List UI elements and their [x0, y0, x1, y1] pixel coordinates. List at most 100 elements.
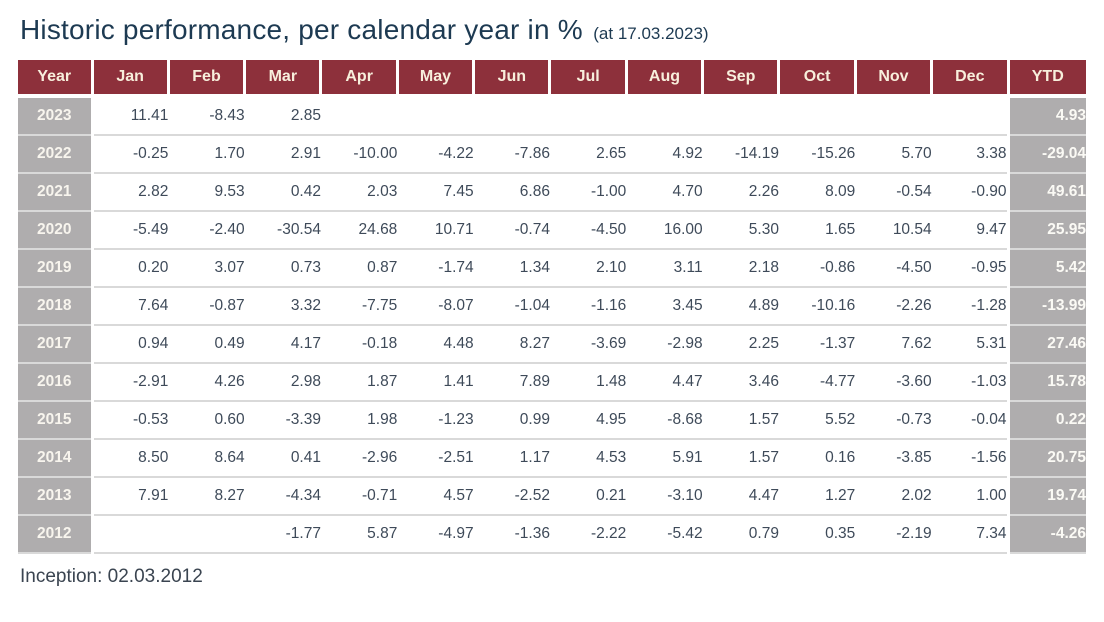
ytd-value-cell: 19.74 — [1006, 477, 1086, 516]
ytd-value-cell: 15.78 — [1006, 363, 1086, 402]
month-value-cell: -0.86 — [778, 249, 856, 288]
year-cell: 2021 — [18, 173, 94, 212]
month-value-cell: 3.32 — [244, 287, 321, 326]
column-header-may: May — [397, 60, 476, 98]
month-value-cell: 1.57 — [702, 439, 779, 478]
month-value-cell — [702, 96, 779, 136]
month-value-cell: 2.26 — [702, 173, 779, 212]
column-header-jan: Jan — [92, 60, 170, 98]
month-value-cell: 4.89 — [702, 287, 779, 326]
month-value-cell: 10.71 — [397, 211, 474, 250]
month-value-cell: -4.97 — [397, 515, 474, 554]
month-value-cell: 10.54 — [855, 211, 932, 250]
month-value-cell: 0.20 — [92, 249, 169, 288]
year-cell: 2020 — [18, 211, 94, 250]
year-cell: 2023 — [18, 96, 94, 136]
column-header-feb: Feb — [168, 60, 247, 98]
month-value-cell: -15.26 — [778, 135, 856, 174]
month-value-cell: 3.07 — [168, 249, 245, 288]
month-value-cell: -3.39 — [244, 401, 321, 440]
column-header-apr: Apr — [320, 60, 399, 98]
month-value-cell: 24.68 — [320, 211, 398, 250]
table-row-2013: 2013 7.91 8.27 -4.34 -0.71 4.57 -2.52 0.21 -3.10… — [18, 477, 1086, 516]
month-value-cell: 4.47 — [702, 477, 779, 516]
month-value-cell: 2.85 — [244, 96, 321, 136]
month-value-cell: -2.22 — [549, 515, 627, 554]
month-value-cell — [320, 96, 398, 136]
month-value-cell: -1.36 — [473, 515, 550, 554]
month-value-cell: -1.23 — [397, 401, 474, 440]
table-header-row: Year Jan Feb Mar Apr May Jun Jul Aug Sep Oct Nov Dec… — [18, 60, 1086, 98]
ytd-value-cell: 4.93 — [1006, 96, 1086, 136]
month-value-cell: 0.21 — [549, 477, 627, 516]
month-value-cell: -1.37 — [778, 325, 856, 364]
month-value-cell: -0.87 — [168, 287, 245, 326]
month-value-cell: 1.70 — [168, 135, 245, 174]
month-value-cell: -0.53 — [92, 401, 169, 440]
month-value-cell: 0.60 — [168, 401, 245, 440]
month-value-cell: -8.07 — [397, 287, 474, 326]
month-value-cell: -1.16 — [549, 287, 627, 326]
month-value-cell: -10.00 — [320, 135, 398, 174]
month-value-cell — [168, 515, 245, 554]
month-value-cell: 2.25 — [702, 325, 779, 364]
month-value-cell: 5.30 — [702, 211, 779, 250]
month-value-cell: 1.27 — [778, 477, 856, 516]
year-cell: 2016 — [18, 363, 94, 402]
month-value-cell: -7.75 — [320, 287, 398, 326]
column-header-year: Year — [18, 60, 94, 98]
month-value-cell: 7.89 — [473, 363, 550, 402]
month-value-cell: 8.64 — [168, 439, 245, 478]
month-value-cell: 0.16 — [778, 439, 856, 478]
month-value-cell: 8.27 — [473, 325, 550, 364]
year-cell: 2013 — [18, 477, 94, 516]
month-value-cell: -8.43 — [168, 96, 245, 136]
month-value-cell: -2.40 — [168, 211, 245, 250]
table-row-2023: 2023 11.41 -8.43 2.85 4.93 — [18, 96, 1086, 136]
month-value-cell: -4.22 — [397, 135, 474, 174]
month-value-cell: 3.38 — [931, 135, 1008, 174]
month-value-cell: 9.47 — [931, 211, 1008, 250]
month-value-cell: 4.48 — [397, 325, 474, 364]
table-row-2014: 2014 8.50 8.64 0.41 -2.96 -2.51 1.17 4.53 5.91 1.… — [18, 439, 1086, 478]
month-value-cell — [397, 96, 474, 136]
month-value-cell: 1.34 — [473, 249, 550, 288]
month-value-cell — [549, 96, 627, 136]
month-value-cell: -1.04 — [473, 287, 550, 326]
month-value-cell: 7.62 — [855, 325, 932, 364]
page-title-text: Historic performance, per calendar year … — [20, 14, 583, 45]
month-value-cell: 0.79 — [702, 515, 779, 554]
month-value-cell: -0.90 — [931, 173, 1008, 212]
column-header-jun: Jun — [473, 60, 552, 98]
month-value-cell: -7.86 — [473, 135, 550, 174]
month-value-cell: 2.82 — [92, 173, 169, 212]
month-value-cell: -3.85 — [855, 439, 932, 478]
month-value-cell — [855, 96, 932, 136]
inception-note: Inception: 02.03.2012 — [20, 566, 203, 587]
table-row-2015: 2015 -0.53 0.60 -3.39 1.98 -1.23 0.99 4.95 -8.68… — [18, 401, 1086, 440]
month-value-cell: -0.04 — [931, 401, 1008, 440]
performance-page: Historic performance, per calendar year … — [18, 14, 1086, 587]
ytd-value-cell: 20.75 — [1006, 439, 1086, 478]
month-value-cell: -14.19 — [702, 135, 779, 174]
page-title: Historic performance, per calendar year … — [20, 14, 1086, 46]
month-value-cell: -4.34 — [244, 477, 321, 516]
month-value-cell: 1.17 — [473, 439, 550, 478]
year-cell: 2022 — [18, 135, 94, 174]
table-row-2012: 2012 -1.77 5.87 -4.97 -1.36 -2.22 -5.42 0.79 0.3… — [18, 515, 1086, 554]
column-header-oct: Oct — [778, 60, 857, 98]
month-value-cell: -10.16 — [778, 287, 856, 326]
month-value-cell — [473, 96, 550, 136]
month-value-cell: -0.71 — [320, 477, 398, 516]
month-value-cell: 4.95 — [549, 401, 627, 440]
month-value-cell: 2.98 — [244, 363, 321, 402]
month-value-cell: 7.91 — [92, 477, 169, 516]
month-value-cell: 0.87 — [320, 249, 398, 288]
month-value-cell: -2.51 — [397, 439, 474, 478]
month-value-cell: -0.74 — [473, 211, 550, 250]
column-header-nov: Nov — [855, 60, 934, 98]
year-cell: 2015 — [18, 401, 94, 440]
month-value-cell: -2.98 — [626, 325, 703, 364]
month-value-cell: -5.42 — [626, 515, 703, 554]
month-value-cell: 1.00 — [931, 477, 1008, 516]
